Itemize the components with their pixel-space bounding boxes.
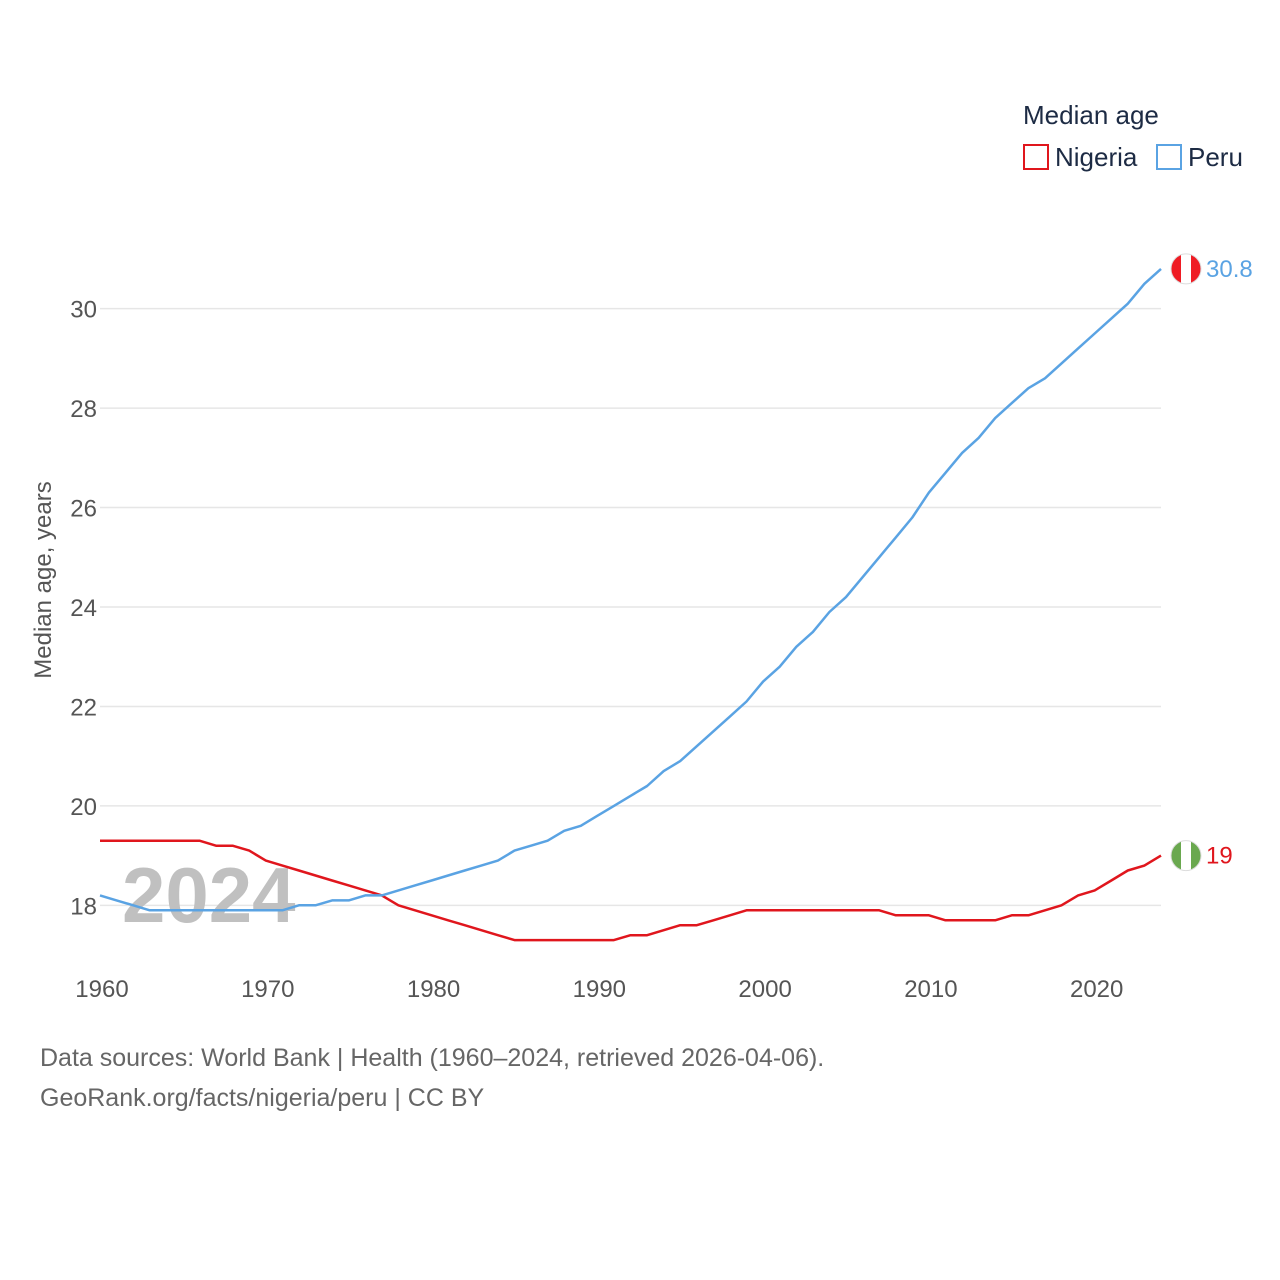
legend-title: Median age [1023, 100, 1159, 130]
y-tick-label-20: 20 [70, 794, 97, 821]
end-value-label-peru: 30.8 [1206, 256, 1253, 283]
y-tick-label-18: 18 [70, 893, 97, 920]
x-tick-label-2020: 2020 [1070, 976, 1123, 1003]
legend-label-nigeria: Nigeria [1055, 142, 1138, 172]
y-axis-title: Median age, years [30, 481, 57, 678]
y-tick-label-28: 28 [70, 396, 97, 423]
legend-item-nigeria[interactable]: Nigeria [1023, 142, 1138, 172]
grid-lines [100, 307, 1161, 907]
legend-swatch-nigeria [1023, 144, 1049, 170]
year-watermark: 2024 [122, 851, 296, 939]
x-tick-label-2000: 2000 [738, 976, 791, 1003]
x-tick-label-1970: 1970 [241, 976, 294, 1003]
legend-item-peru[interactable]: Peru [1156, 142, 1243, 172]
legend-label-peru: Peru [1188, 142, 1243, 172]
x-tick-label-1980: 1980 [407, 976, 460, 1003]
end-value-label-nigeria: 19 [1206, 843, 1233, 870]
series-end-markers: 19 30.8 [1170, 253, 1253, 872]
y-tick-label-26: 26 [70, 496, 97, 523]
data-source-note: Data sources: World Bank | Health (1960–… [40, 1044, 825, 1072]
series-line-nigeria [100, 839, 1162, 942]
x-axis-ticks: 1960 1970 1980 1990 2000 2010 2020 [75, 976, 1123, 1003]
y-tick-label-30: 30 [70, 297, 97, 324]
x-tick-label-2010: 2010 [904, 976, 957, 1003]
flag-icon-peru [1170, 253, 1202, 285]
flag-icon-nigeria [1170, 840, 1202, 872]
y-tick-label-22: 22 [70, 694, 97, 721]
series-lines [99, 267, 1162, 942]
x-tick-label-1960: 1960 [75, 976, 128, 1003]
y-tick-label-24: 24 [70, 595, 97, 622]
legend-items: Nigeria Peru [1023, 142, 1243, 172]
x-tick-label-1990: 1990 [573, 976, 626, 1003]
series-line-peru [99, 267, 1162, 912]
legend: Median age Nigeria Peru [1023, 100, 1243, 172]
legend-swatch-peru [1156, 144, 1182, 170]
attribution-link[interactable]: GeoRank.org/facts/nigeria/peru | CC BY [40, 1084, 485, 1112]
y-axis-ticks: 18 20 22 24 26 28 30 [70, 297, 97, 921]
